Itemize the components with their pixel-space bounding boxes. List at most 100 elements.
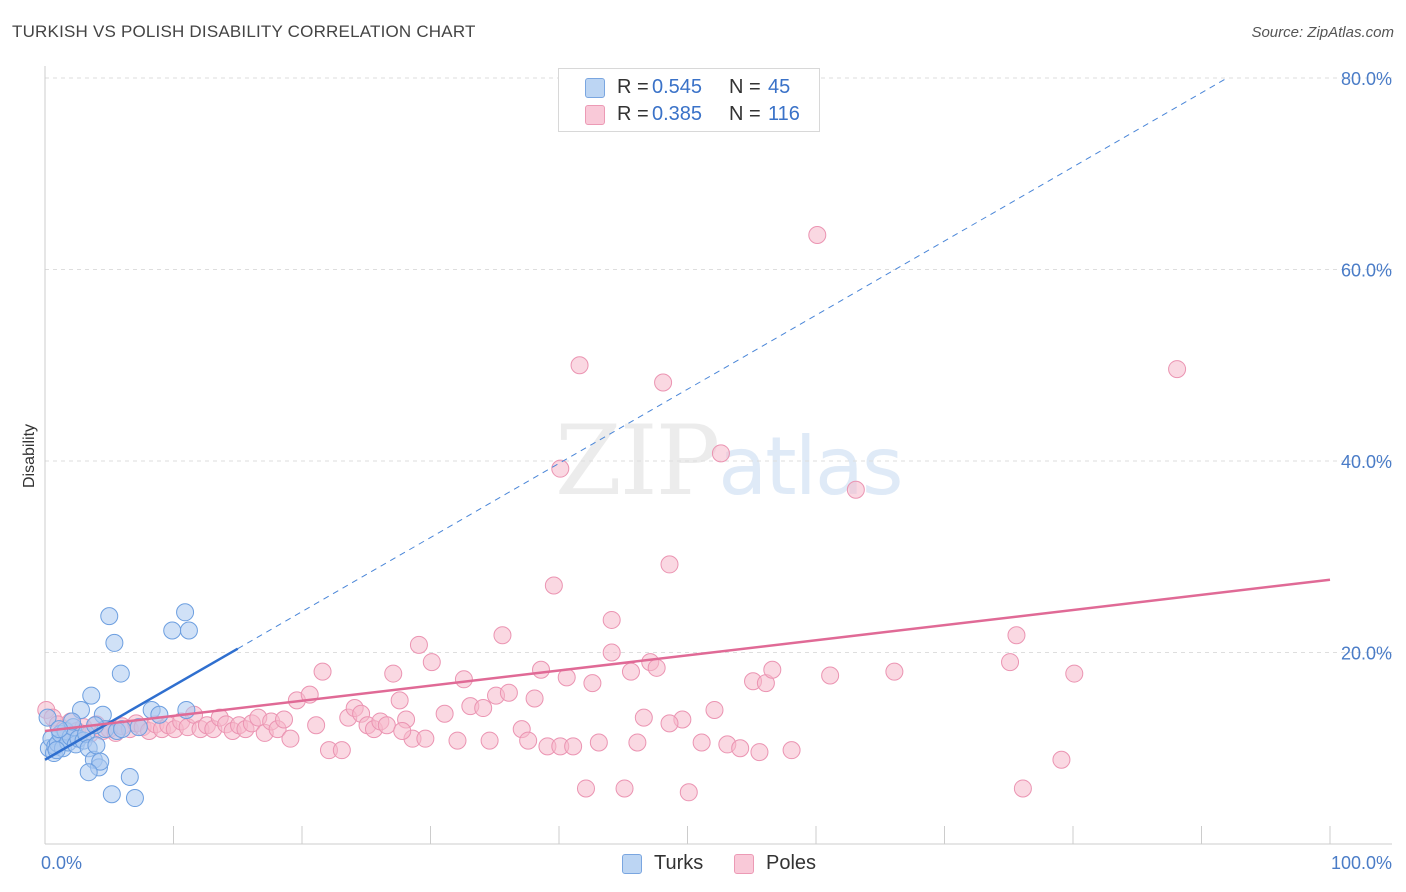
poles-point (583, 674, 602, 693)
poles-point (808, 226, 827, 245)
poles-point (660, 555, 679, 574)
turks-point (100, 607, 119, 626)
turks-r-label: R = (617, 76, 649, 98)
poles-point (711, 444, 730, 463)
poles-point (499, 683, 518, 702)
poles-point (1013, 779, 1032, 798)
poles-point (731, 739, 750, 758)
turks-point (176, 603, 195, 622)
poles-point (660, 714, 679, 733)
poles-point (435, 704, 454, 723)
gridlines (45, 77, 1392, 653)
poles-point (416, 729, 435, 748)
poles-point (390, 691, 409, 710)
turks-trend-line (44, 647, 239, 761)
poles-point (454, 670, 473, 689)
chart-title: TURKISH VS POLISH DISABILITY CORRELATION… (12, 22, 476, 41)
poles-point (654, 373, 673, 392)
poles-point (493, 626, 512, 645)
poles-point (647, 658, 666, 677)
poles-point (448, 731, 467, 750)
turks-point (82, 686, 101, 705)
poles-n-value: 116 (768, 103, 800, 125)
poles-point (570, 356, 589, 375)
poles-point (1001, 653, 1020, 672)
poles-point (692, 733, 711, 752)
x-tick-label-min: 0.0% (41, 853, 82, 873)
chart-source: Source: ZipAtlas.com (1251, 24, 1394, 41)
poles-point (384, 664, 403, 683)
poles-point (313, 662, 332, 681)
x-tick-label-max: 100.0% (1331, 853, 1392, 873)
poles-point (422, 653, 441, 672)
y-tick-label: 60.0% (1341, 261, 1392, 281)
tick-labels: 20.0% 40.0% 60.0% 80.0% 0.0% 100.0% (41, 69, 1392, 873)
turks-point (129, 718, 148, 737)
poles-r-label: R = (617, 103, 649, 125)
turks-n-label: N = (729, 76, 761, 98)
poles-point (821, 666, 840, 685)
poles-point (1065, 664, 1084, 683)
bottom-turks-label: Turks (654, 852, 704, 874)
poles-r-value: 0.385 (652, 103, 703, 125)
poles-point (1007, 626, 1026, 645)
turks-point (179, 621, 198, 640)
stats-legend: R = 0.545 N = 45 R = 0.385 N = 116 (558, 68, 820, 132)
turks-point (163, 621, 182, 640)
poles-point (705, 700, 724, 719)
poles-point (281, 729, 300, 748)
turks-point (79, 763, 98, 782)
poles-point (377, 716, 396, 735)
poles-point (564, 737, 583, 756)
poles-point (576, 779, 595, 798)
legend-row-poles: R = 0.385 N = 116 (559, 101, 819, 127)
poles-point (750, 743, 769, 762)
poles-point (621, 662, 640, 681)
turks-r-value: 0.545 (652, 76, 703, 98)
poles-point (532, 660, 551, 679)
turks-point (150, 705, 169, 724)
legend-row-turks: R = 0.545 N = 45 (559, 74, 819, 100)
poles-point (519, 731, 538, 750)
turks-point (102, 785, 121, 804)
poles-point (615, 779, 634, 798)
turks-point (120, 767, 139, 786)
turks-trend-extension (237, 77, 1228, 650)
poles-point (763, 660, 782, 679)
turks-point (91, 752, 110, 771)
y-tick-label: 80.0% (1341, 69, 1392, 89)
y-tick-label: 20.0% (1341, 644, 1392, 664)
turks-point (111, 664, 130, 683)
y-axis-label: Disability (21, 424, 38, 488)
poles-point (634, 708, 653, 727)
poles-point (480, 731, 499, 750)
poles-point (602, 610, 621, 629)
poles-point (679, 783, 698, 802)
turks-point (105, 633, 124, 652)
poles-point (589, 733, 608, 752)
poles-point (275, 710, 294, 729)
turks-n-value: 45 (768, 76, 791, 98)
poles-point (628, 733, 647, 752)
poles-point (307, 716, 326, 735)
poles-swatch (585, 105, 605, 125)
poles-point (551, 459, 570, 478)
turks-points (38, 603, 198, 808)
poles-point (393, 722, 412, 741)
bottom-turks-swatch (622, 854, 642, 874)
watermark-atlas: atlas (718, 420, 903, 513)
poles-point (525, 689, 544, 708)
poles-point (846, 480, 865, 499)
poles-point (474, 699, 493, 718)
poles-point (409, 635, 428, 654)
bottom-poles-swatch (734, 854, 754, 874)
y-tick-label: 40.0% (1341, 452, 1392, 472)
poles-point (332, 741, 351, 760)
poles-trend-line (44, 578, 1331, 733)
poles-point (1052, 750, 1071, 769)
trend-lines (44, 77, 1331, 761)
poles-point (1168, 360, 1187, 379)
poles-point (885, 662, 904, 681)
